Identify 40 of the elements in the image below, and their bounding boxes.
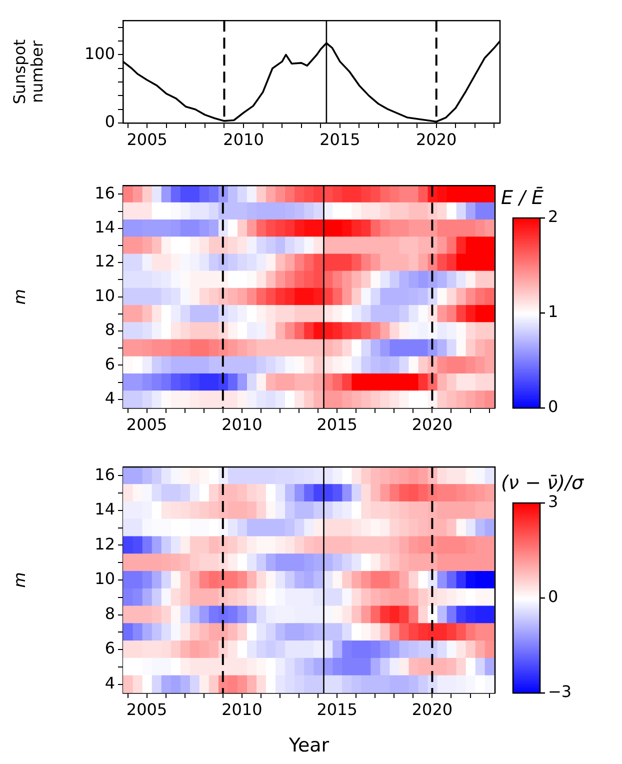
y-tick-label: 0 [104,112,115,132]
y-axis-title: Sunspot number [10,39,47,104]
y-tick-label: 8 [104,320,115,340]
color-bar-label: 3 [548,492,558,512]
x-tick-label: 2015 [316,700,358,719]
color-bar-title: E / Ē [501,186,544,209]
color-bar-title: (ν − ν̄)/σ [501,472,584,494]
x-tick-label: 2020 [412,700,453,719]
x-tick-label: 2020 [416,130,457,149]
y-axis-title: m [10,572,29,588]
color-bar-label: 1 [548,302,558,322]
y-tick-label: 10 [94,286,115,305]
y-axis-title: m [10,289,29,305]
x-tick-label: 2010 [223,130,264,149]
y-tick-label: 16 [94,183,115,202]
y-tick-label: 12 [94,534,115,554]
y-tick-label: 6 [104,638,115,658]
x-tick-label: 2005 [126,700,168,719]
x-tick-label: 2015 [320,130,360,149]
y-tick-label: 4 [104,388,115,408]
y-tick-label: 8 [104,604,115,623]
y-tick-label: 6 [104,354,115,374]
color-bar-label: 0 [548,587,558,606]
x-tick-label: 2015 [316,414,358,434]
x-axis-title: Year [288,734,330,757]
y-tick-label: 4 [104,673,115,692]
y-tick-label: 14 [94,218,115,237]
y-tick-label: 16 [94,464,115,484]
y-tick-label: 10 [94,569,115,588]
x-tick-label: 2005 [126,130,168,149]
x-tick-label: 2005 [126,414,168,434]
color-bar-label: 2 [548,207,558,226]
y-tick-label: 100 [84,44,115,63]
x-tick-label: 2010 [222,414,262,434]
color-bar-label: 0 [548,397,558,416]
x-tick-label: 2020 [412,414,453,434]
y-tick-label: 14 [94,500,115,519]
color-bar-label: −3 [548,682,572,702]
x-tick-label: 2010 [222,700,262,719]
y-tick-label: 12 [94,252,115,271]
